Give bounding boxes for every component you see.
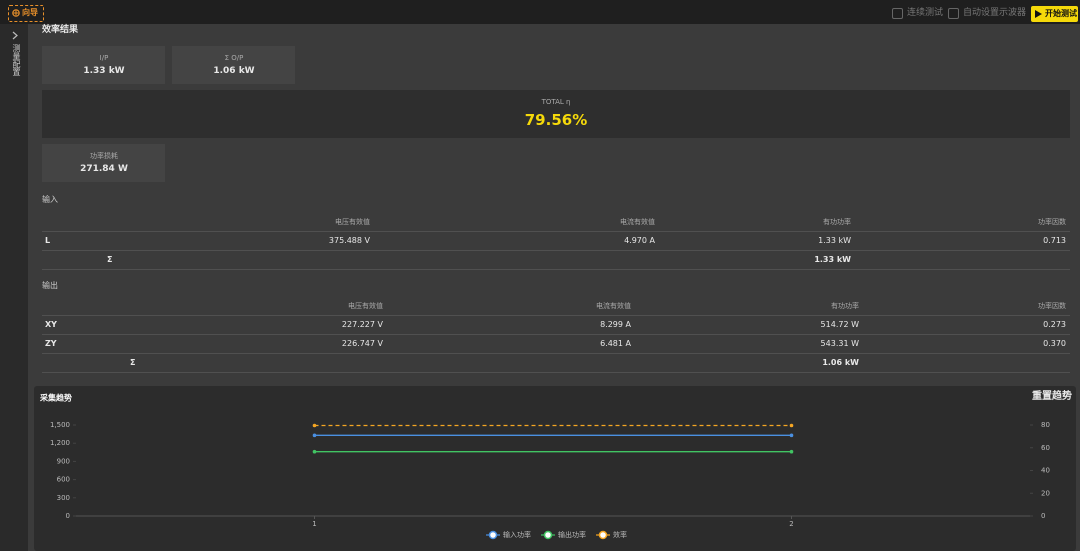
y-tick-label: 900 [57,457,70,465]
card-label: I/P [99,53,109,62]
table-header: 有功功率 [823,217,851,226]
play-icon [1035,10,1042,18]
y2-tick-label: 20 [1041,489,1050,497]
table-cell: 227.227 V [341,320,383,329]
y-tick-label: 1,500 [50,421,70,429]
table-title: 输出 [42,281,58,290]
y2-tick-label: 80 [1041,421,1050,429]
start-label: 开始测试 [1045,9,1077,18]
legend-label: 效率 [613,530,627,539]
row-divider [42,315,1070,316]
checkbox[interactable] [892,8,903,19]
card-value: 1.33 kW [83,65,125,76]
table-cell: 1.33 kW [818,236,851,245]
checkbox-label: 连续测试 [907,7,944,18]
table-header: 有功功率 [831,301,859,310]
y-tick-label: 1,200 [50,439,70,447]
y-tick-label: 0 [66,512,70,520]
table-cell: 375.488 V [328,236,370,245]
row-label: ZY [45,339,57,348]
checkbox-label: 自动设置示波器 [963,7,1027,18]
row-divider [42,334,1070,335]
card-value: 271.84 W [80,163,128,174]
table-header: 电流有效值 [620,217,655,226]
checkbox[interactable] [948,8,959,19]
data-point [789,433,794,438]
sum-value: 1.33 kW [814,255,851,264]
table-cell: 4.970 A [624,236,655,245]
x-tick-label: 1 [312,520,316,528]
table-title: 输入 [42,195,58,204]
y-tick-label: 300 [57,494,70,502]
row-divider [42,231,1070,232]
y2-tick-label: 40 [1041,467,1050,475]
total-value: 79.56% [524,110,588,129]
row-divider [42,250,1070,251]
legend-label: 输入功率 [503,530,531,539]
chart-panel [34,386,1076,551]
row-divider [42,372,1070,373]
table-cell: 0.273 [1043,320,1066,329]
reset-trend[interactable]: 重置趋势 [1032,391,1072,402]
y2-tick-label: 60 [1041,444,1050,452]
table-cell: 543.31 W [820,339,859,348]
x-tick-label: 2 [789,520,793,528]
total-label: TOTAL η [541,97,571,106]
chart-title: 采集趋势 [39,393,72,403]
table-cell: 514.72 W [820,320,859,329]
result-card [42,144,165,182]
toolbar [0,0,1080,24]
table-cell: 0.370 [1043,339,1066,348]
card-label: 功率损耗 [90,151,118,160]
legend-marker [543,530,553,540]
table-cell: 6.481 A [600,339,631,348]
row-label: L [45,236,51,245]
sum-label: Σ [130,358,136,367]
data-point [312,449,317,454]
data-point [789,423,794,428]
results-total-box [42,90,1070,138]
sidebar [0,24,28,551]
sum-value: 1.06 kW [822,358,859,367]
card-value: 1.06 kW [213,65,255,76]
row-divider [42,353,1070,354]
card-label: Σ O/P [224,53,244,62]
legend-marker [488,530,498,540]
data-point [789,449,794,454]
y2-tick-label: 0 [1041,512,1045,520]
table-header: 电压有效值 [348,301,383,310]
table-header: 电压有效值 [335,217,370,226]
row-divider [42,269,1070,270]
table-cell: 8.299 A [600,320,631,329]
chart: 采集趋势 0 300 600 900 1,200 1,500 0 20 40 60 80 1 2 输入功率 输… [39,393,1050,540]
data-point [312,433,317,438]
table-header: 功率因数 [1038,301,1066,310]
data-point [312,423,317,428]
guide-icon [12,9,20,17]
section-title: 效率结果 [42,24,79,35]
result-card [42,46,165,84]
table-cell: 0.713 [1043,236,1066,245]
table-header: 电流有效值 [596,301,631,310]
result-card [172,46,295,84]
legend-marker [598,530,608,540]
sidebar-label: 测量配置 [12,44,21,76]
guide-button[interactable] [8,5,44,22]
legend-label: 输出功率 [558,530,586,539]
table-cell: 226.747 V [341,339,383,348]
sum-label: Σ [107,255,113,264]
guide-label: 向导 [22,8,38,17]
table-header: 功率因数 [1038,217,1066,226]
row-label: XY [45,320,57,329]
expand-icon[interactable] [12,31,19,40]
start-button[interactable] [1031,6,1078,22]
y-tick-label: 600 [57,476,70,484]
